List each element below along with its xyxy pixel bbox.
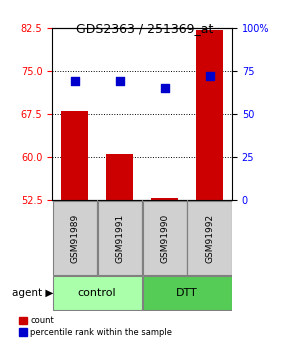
Bar	[106, 154, 133, 200]
FancyBboxPatch shape	[53, 201, 97, 275]
Text: GSM91989: GSM91989	[70, 214, 79, 263]
Text: DTT: DTT	[176, 288, 198, 298]
Point	[117, 78, 122, 84]
Point	[72, 78, 77, 84]
FancyBboxPatch shape	[143, 201, 186, 275]
Legend: count, percentile rank within the sample: count, percentile rank within the sample	[19, 316, 172, 337]
FancyBboxPatch shape	[98, 201, 142, 275]
FancyBboxPatch shape	[143, 276, 231, 310]
Text: GSM91992: GSM91992	[205, 214, 214, 263]
Text: control: control	[78, 288, 117, 298]
FancyBboxPatch shape	[188, 201, 231, 275]
Text: GSM91991: GSM91991	[115, 214, 124, 263]
Bar	[61, 111, 88, 200]
Bar	[151, 198, 178, 200]
Text: agent ▶: agent ▶	[12, 288, 53, 298]
FancyBboxPatch shape	[53, 276, 142, 310]
Bar	[196, 30, 223, 200]
Point	[207, 73, 212, 79]
Point	[162, 85, 167, 91]
Text: GDS2363 / 251369_at: GDS2363 / 251369_at	[76, 22, 214, 36]
Text: GSM91990: GSM91990	[160, 214, 169, 263]
